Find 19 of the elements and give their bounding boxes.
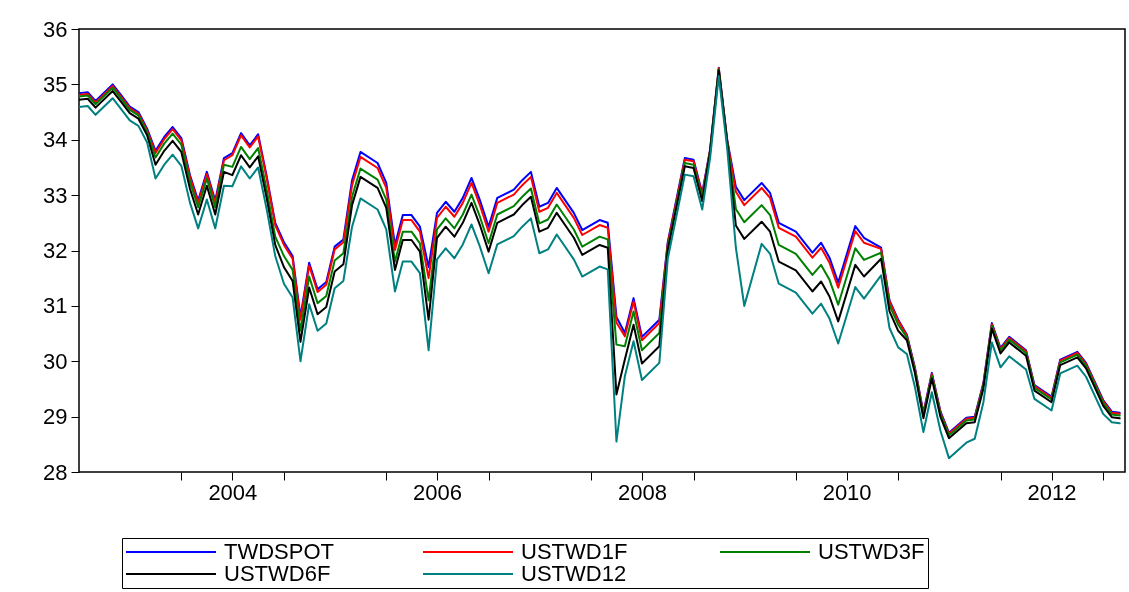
y-tick-label: 34 (43, 127, 68, 153)
x-tick-label: 2006 (413, 479, 462, 505)
y-tick-label: 33 (43, 182, 68, 208)
y-tick-label: 28 (43, 459, 68, 485)
legend-label: TWDSPOT (224, 539, 334, 564)
legend-label: USTWD3F (818, 539, 925, 564)
x-tick-label: 2010 (822, 479, 872, 505)
x-tick-label: 2008 (617, 479, 667, 505)
legend-label: USTWD1F (521, 539, 628, 564)
y-tick-label: 32 (43, 238, 68, 263)
legend-label: USTWD6F (224, 561, 331, 586)
y-tick-label: 31 (43, 293, 68, 319)
y-tick-label: 35 (43, 71, 68, 97)
x-tick-label: 2004 (208, 479, 258, 505)
legend-label: USTWD12 (521, 561, 627, 586)
x-tick-label: 2012 (1027, 479, 1077, 505)
y-tick-label: 29 (43, 404, 68, 430)
y-tick-label: 30 (43, 348, 68, 374)
y-tick-label: 36 (43, 16, 68, 42)
